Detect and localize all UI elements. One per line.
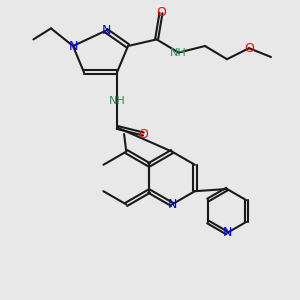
Text: N: N xyxy=(101,24,111,37)
Text: NH: NH xyxy=(170,48,187,58)
Text: N: N xyxy=(222,226,232,239)
Text: NH: NH xyxy=(109,96,125,106)
Text: N: N xyxy=(68,40,78,52)
Text: N: N xyxy=(167,198,177,211)
Text: O: O xyxy=(156,7,166,20)
Text: O: O xyxy=(139,128,148,140)
Text: O: O xyxy=(244,42,254,55)
